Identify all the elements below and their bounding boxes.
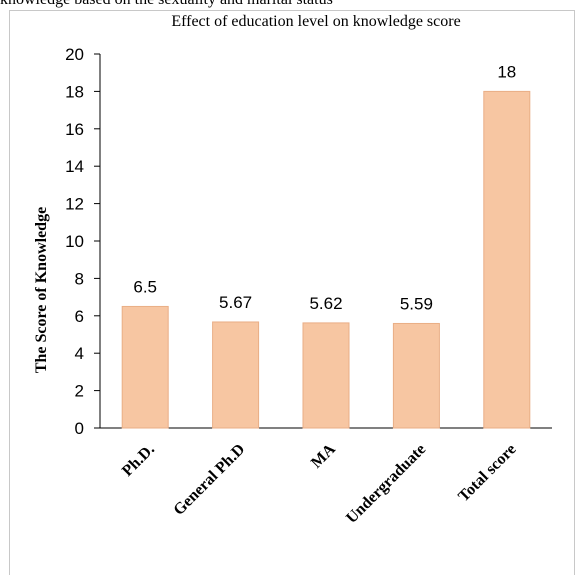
data-label: 5.62 — [309, 294, 342, 313]
bar-group — [121, 90, 531, 429]
y-tick-label: 14 — [65, 157, 84, 176]
chart-frame — [9, 10, 575, 580]
y-tick-label: 0 — [75, 419, 84, 438]
data-label: 5.59 — [400, 294, 433, 313]
data-label: 5.67 — [219, 293, 252, 312]
category-label-group: Ph.D. General Ph.D MA Undergraduate Total sc… — [119, 440, 520, 527]
data-label: 18 — [497, 62, 516, 81]
category-label: Ph.D. — [119, 441, 158, 480]
data-label-group: 6.5 5.67 5.62 5.59 18 — [133, 62, 516, 313]
y-tick-label: 6 — [75, 307, 84, 326]
y-tick-label: 4 — [75, 344, 84, 363]
category-label: Total score — [455, 441, 520, 506]
category-label: Undergraduate — [343, 441, 429, 527]
y-tick-label: 18 — [65, 82, 84, 101]
cut-off-caption: knowledge based on the sexuality and mar… — [0, 0, 333, 8]
y-tick-group: 0 2 4 6 8 10 12 14 16 18 20 — [65, 45, 100, 438]
category-label: General Ph.D — [170, 441, 248, 519]
bar — [392, 322, 440, 429]
y-tick-label: 12 — [65, 195, 84, 214]
chart-title: Effect of education level on knowledge s… — [171, 13, 460, 30]
y-tick-label: 10 — [65, 232, 84, 251]
bar — [212, 321, 260, 429]
bar — [483, 90, 531, 429]
data-label: 6.5 — [133, 277, 157, 296]
y-tick-label: 20 — [65, 45, 84, 64]
y-tick-label: 2 — [75, 382, 84, 401]
category-label: MA — [308, 440, 339, 471]
bar — [302, 322, 350, 429]
bar — [121, 305, 169, 429]
y-tick-label: 16 — [65, 120, 84, 139]
y-axis-title: The Score of Knowledge — [33, 207, 50, 373]
y-tick-label: 8 — [75, 269, 84, 288]
